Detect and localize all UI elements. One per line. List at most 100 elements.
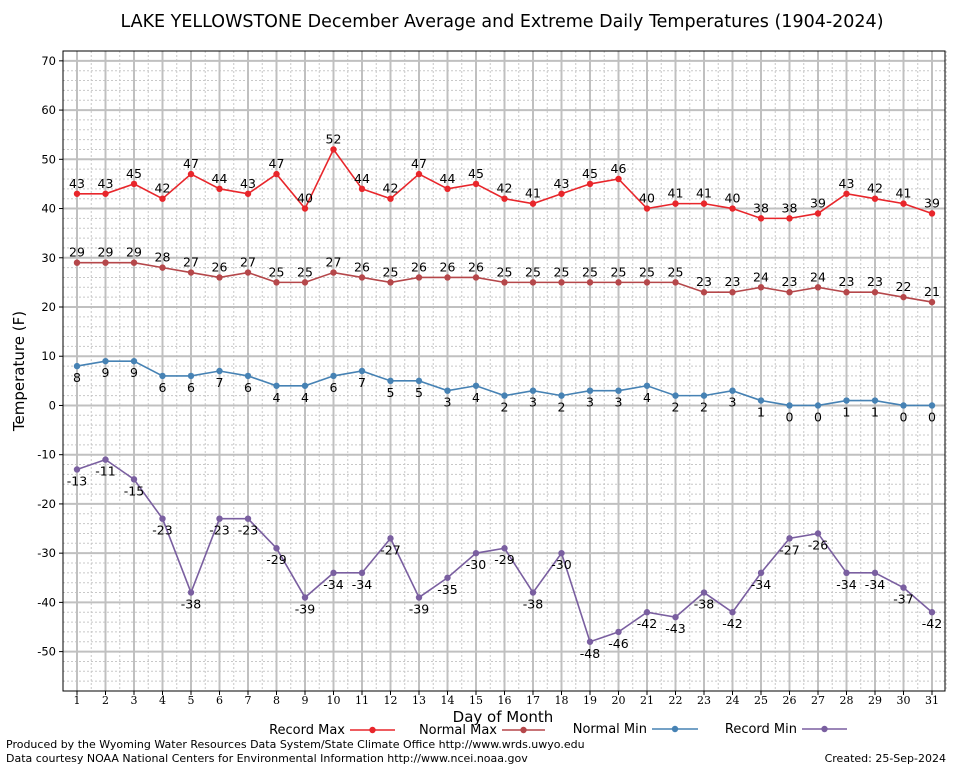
data-label-record-min: -27 <box>380 542 400 557</box>
data-label-record-max: 44 <box>354 171 370 186</box>
x-tick-label: 3 <box>131 694 138 707</box>
data-label-normal-min: 4 <box>273 390 281 405</box>
data-label-normal-max: 25 <box>497 264 513 279</box>
data-point-normal-min <box>301 382 309 389</box>
x-tick-label: 16 <box>498 694 512 707</box>
data-label-normal-min: 8 <box>73 370 81 385</box>
data-label-normal-max: 29 <box>126 245 142 260</box>
data-label-normal-min: 3 <box>586 395 594 410</box>
data-label-record-max: 41 <box>896 186 912 201</box>
data-point-record-min <box>814 530 822 537</box>
data-point-normal-max <box>786 289 793 296</box>
data-point-normal-max <box>301 279 309 286</box>
data-point-normal-min <box>672 392 679 399</box>
x-tick-label: 14 <box>441 694 455 707</box>
footer-producer: Produced by the Wyoming Water Resources … <box>6 738 585 751</box>
data-point-record-max <box>244 190 252 197</box>
data-label-normal-min: 7 <box>216 375 224 390</box>
y-tick-label: -20 <box>37 497 56 511</box>
data-point-record-max <box>387 195 394 202</box>
data-label-record-min: -42 <box>922 616 942 631</box>
data-label-record-max: 39 <box>810 195 826 210</box>
x-tick-label: 8 <box>273 694 280 707</box>
data-point-record-max <box>415 170 423 178</box>
data-label-record-min: -43 <box>665 621 685 636</box>
data-label-normal-min: 4 <box>643 390 651 405</box>
data-label-normal-max: 27 <box>183 255 199 270</box>
data-label-normal-min: 9 <box>102 365 110 380</box>
y-tick-label: 50 <box>41 152 56 166</box>
y-tick-label: -10 <box>37 448 56 462</box>
data-point-normal-min <box>586 387 594 394</box>
data-point-record-max <box>301 205 309 212</box>
data-point-normal-max <box>159 264 166 271</box>
data-point-normal-max <box>672 279 679 286</box>
data-label-record-min: -23 <box>209 523 229 538</box>
footer-courtesy: Data courtesy NOAA National Centers for … <box>6 752 528 765</box>
data-label-normal-min: 0 <box>786 409 794 424</box>
x-tick-label: 24 <box>726 694 740 707</box>
x-tick-label: 22 <box>669 694 683 707</box>
data-label-record-max: 45 <box>468 166 484 181</box>
data-label-record-max: 43 <box>839 176 855 191</box>
data-point-record-min <box>843 569 850 577</box>
data-label-normal-max: 26 <box>212 259 228 274</box>
data-label-record-max: 47 <box>183 156 199 171</box>
x-tick-label: 13 <box>412 694 426 707</box>
legend-marker-normal-max <box>520 726 527 734</box>
data-point-record-min <box>757 569 765 577</box>
data-label-normal-min: 0 <box>814 409 822 424</box>
data-label-normal-min: 9 <box>130 365 138 380</box>
data-label-record-max: 44 <box>212 171 228 186</box>
data-point-record-min <box>358 569 366 577</box>
data-label-record-min: -34 <box>323 577 343 592</box>
data-label-record-min: -23 <box>238 523 258 538</box>
data-label-record-min: -38 <box>523 597 543 612</box>
data-point-normal-min <box>871 397 879 404</box>
data-point-record-min <box>472 549 480 557</box>
x-tick-label: 15 <box>469 694 483 707</box>
data-label-record-min: -30 <box>551 557 571 572</box>
y-tick-label: -50 <box>37 645 56 659</box>
data-label-normal-min: 0 <box>900 409 908 424</box>
data-point-record-max <box>216 185 223 193</box>
data-label-normal-min: 2 <box>501 400 509 415</box>
legend-label-record-max: Record Max <box>269 723 345 738</box>
data-point-normal-min <box>757 397 765 404</box>
data-point-normal-min <box>843 397 850 404</box>
data-label-record-max: 42 <box>155 181 171 196</box>
data-label-normal-max: 25 <box>525 264 541 279</box>
data-point-record-max <box>159 195 166 202</box>
data-label-record-min: -39 <box>409 601 429 616</box>
data-point-record-min <box>273 545 280 552</box>
data-point-record-max <box>358 185 366 193</box>
data-point-record-max <box>729 205 736 212</box>
data-label-record-max: 43 <box>69 176 85 191</box>
data-label-normal-min: 6 <box>159 380 167 395</box>
x-tick-label: 30 <box>897 694 911 707</box>
legend-label-normal-max: Normal Max <box>419 723 497 738</box>
data-label-record-min: -34 <box>836 577 856 592</box>
x-tick-label: 28 <box>840 694 854 707</box>
plot-grid <box>63 50 947 691</box>
y-tick-label: 0 <box>49 398 56 412</box>
data-point-normal-max <box>700 289 708 296</box>
data-label-record-max: 40 <box>297 191 313 206</box>
data-point-record-max <box>102 190 109 197</box>
data-point-record-min <box>700 589 708 596</box>
data-point-record-min <box>871 569 879 577</box>
legend-marker-record-max <box>369 726 376 734</box>
y-tick-label: 10 <box>41 349 56 363</box>
data-point-normal-min <box>700 392 708 399</box>
data-point-record-min <box>615 628 622 636</box>
data-point-normal-max <box>501 279 508 286</box>
data-point-normal-max <box>757 284 765 291</box>
data-point-record-min <box>415 594 423 601</box>
x-tick-label: 7 <box>245 694 252 707</box>
data-point-record-min <box>387 535 394 542</box>
data-label-normal-min: 4 <box>472 390 480 405</box>
data-point-record-min <box>330 569 337 577</box>
data-point-record-min <box>586 638 594 645</box>
data-label-normal-min: 6 <box>330 380 338 395</box>
